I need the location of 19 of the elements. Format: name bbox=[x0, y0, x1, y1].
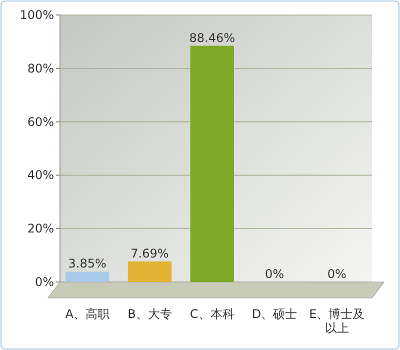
bar bbox=[190, 46, 234, 282]
x-tick-label: C、本科 bbox=[190, 307, 234, 321]
x-tick-label: A、高职 bbox=[65, 307, 110, 321]
y-tick-label: 20% bbox=[27, 222, 54, 236]
bar bbox=[65, 272, 110, 282]
y-tick-label: 40% bbox=[27, 168, 54, 182]
data-label: 0% bbox=[265, 267, 284, 281]
data-label: 88.46% bbox=[189, 30, 236, 45]
y-tick-label: 100% bbox=[20, 8, 54, 22]
y-tick-label: 60% bbox=[27, 114, 54, 129]
data-label: 3.85% bbox=[68, 256, 106, 271]
y-tick-label: 0% bbox=[34, 275, 54, 289]
x-tick-label: E、博士及以上 bbox=[309, 307, 365, 335]
y-tick-label: 80% bbox=[27, 61, 54, 76]
data-label: 7.69% bbox=[130, 246, 169, 260]
x-tick-label: B、大专 bbox=[128, 307, 172, 321]
data-label: 0% bbox=[327, 267, 346, 281]
x-tick-label: D、硕士 bbox=[252, 307, 298, 321]
bar bbox=[128, 261, 172, 282]
